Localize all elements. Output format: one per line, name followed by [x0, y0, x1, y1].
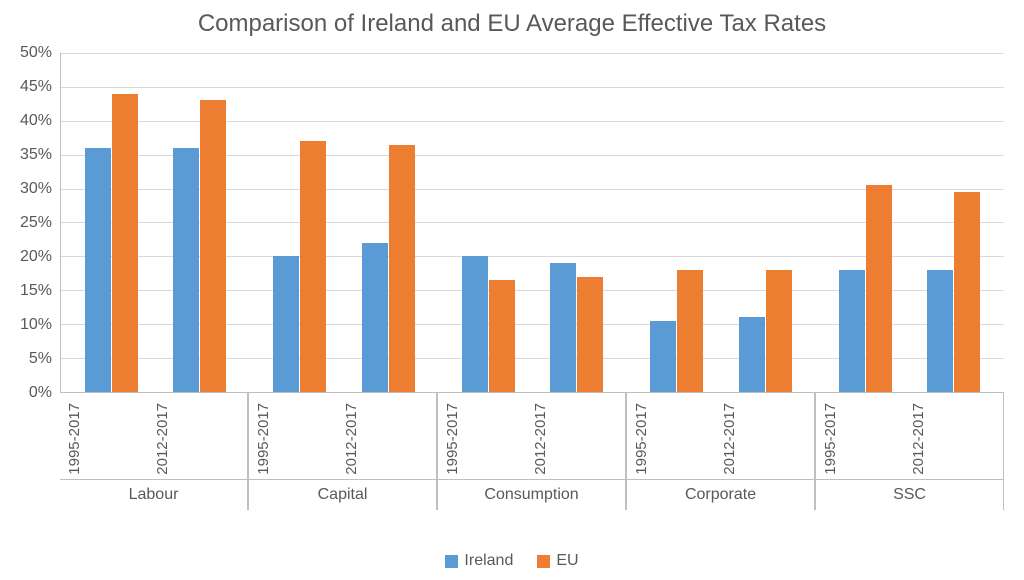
legend-label: Ireland [464, 552, 513, 570]
bar [766, 270, 792, 392]
period-label: 2012-2017 [154, 399, 242, 479]
bar [300, 141, 326, 392]
period-label: 1995-2017 [633, 399, 721, 479]
bar-period [550, 53, 603, 392]
x-group-labels: 1995-20172012-2017Consumption [437, 393, 626, 510]
bar [112, 94, 138, 392]
period-labels: 1995-20172012-2017 [816, 393, 1003, 480]
bar [273, 256, 299, 392]
period-label: 2012-2017 [721, 399, 809, 479]
period-label: 1995-2017 [822, 399, 910, 479]
bar-period [362, 53, 415, 392]
bar [927, 270, 953, 392]
bar-group [61, 53, 250, 392]
category-label: Corporate [627, 480, 814, 510]
period-labels: 1995-20172012-2017 [249, 393, 436, 480]
legend: Ireland EU [20, 552, 1004, 570]
y-axis: 50%45%40%35%30%25%20%15%10%5%0% [20, 53, 60, 393]
plot [60, 53, 1004, 393]
bar [489, 280, 515, 392]
bar-group [250, 53, 439, 392]
legend-item: Ireland [445, 552, 513, 570]
period-labels: 1995-20172012-2017 [438, 393, 625, 480]
bar-period [739, 53, 792, 392]
bar-period [927, 53, 980, 392]
category-label: Consumption [438, 480, 625, 510]
legend-swatch [537, 555, 550, 568]
bar [677, 270, 703, 392]
x-group-labels: 1995-20172012-2017Capital [248, 393, 437, 510]
period-labels: 1995-20172012-2017 [627, 393, 814, 480]
legend-label: EU [556, 552, 578, 570]
legend-swatch [445, 555, 458, 568]
bar [362, 243, 388, 392]
bar-period [85, 53, 138, 392]
x-group-labels: 1995-20172012-2017Labour [60, 393, 248, 510]
category-label: Capital [249, 480, 436, 510]
bar [462, 256, 488, 392]
bar [173, 148, 199, 392]
bar [577, 277, 603, 392]
category-label: SSC [816, 480, 1003, 510]
x-group-labels: 1995-20172012-2017SSC [815, 393, 1004, 510]
bar-group [438, 53, 627, 392]
bar-groups [61, 53, 1004, 392]
bar-period [173, 53, 226, 392]
bar [650, 321, 676, 392]
bar [389, 145, 415, 392]
period-label: 2012-2017 [532, 399, 620, 479]
period-label: 1995-2017 [66, 399, 154, 479]
x-group-labels: 1995-20172012-2017Corporate [626, 393, 815, 510]
bar-period [650, 53, 703, 392]
category-label: Labour [60, 480, 247, 510]
period-label: 1995-2017 [255, 399, 343, 479]
bar [954, 192, 980, 392]
period-label: 2012-2017 [343, 399, 431, 479]
bar [200, 100, 226, 392]
chart-area: 50%45%40%35%30%25%20%15%10%5%0% 1995-201… [20, 53, 1004, 542]
period-label: 2012-2017 [910, 399, 998, 479]
bar-group [627, 53, 816, 392]
bar-period [273, 53, 326, 392]
bar-period [462, 53, 515, 392]
bar [866, 185, 892, 392]
chart-title: Comparison of Ireland and EU Average Eff… [20, 10, 1004, 38]
bar [739, 317, 765, 392]
bar-period [839, 53, 892, 392]
bar [839, 270, 865, 392]
plot-wrapper: 1995-20172012-2017Labour1995-20172012-20… [60, 53, 1004, 542]
bar [85, 148, 111, 392]
x-axis: 1995-20172012-2017Labour1995-20172012-20… [60, 393, 1004, 510]
legend-item: EU [537, 552, 578, 570]
period-label: 1995-2017 [444, 399, 532, 479]
bar-group [815, 53, 1004, 392]
bar [550, 263, 576, 392]
period-labels: 1995-20172012-2017 [60, 393, 247, 480]
